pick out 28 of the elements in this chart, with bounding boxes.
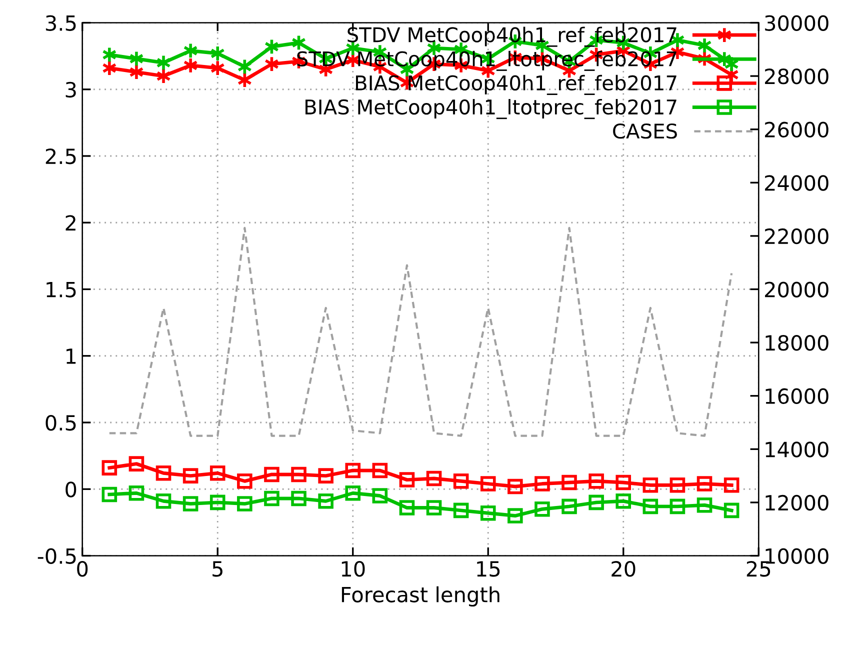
x-tick-label: 10: [342, 560, 365, 577]
y2-tick-label: 26000: [765, 122, 828, 138]
y2-tick-label: 22000: [765, 228, 828, 244]
y2-tick-label: 30000: [765, 15, 828, 31]
y-tick-label: 3: [66, 82, 76, 98]
x-tick-label: 20: [612, 560, 636, 577]
y2-tick-label: 14000: [766, 442, 828, 458]
y2-tick-label: 12000: [766, 494, 828, 511]
y2-tick-label: 18000: [766, 335, 828, 351]
y-tick-label: 1: [66, 348, 76, 364]
legend-label: CASES: [613, 123, 677, 139]
y-tick-label: 1.5: [46, 282, 76, 298]
y-tick-label: 2: [66, 215, 76, 231]
legend-label: BIAS MetCoop40h1_ltotprec_feb2017: [306, 99, 676, 120]
y2-tick-label: 28000: [765, 68, 828, 84]
x-axis-title: Forecast length: [342, 586, 500, 606]
y-tick-label: 0.5: [46, 414, 76, 431]
x-tick-label: 5: [212, 561, 222, 577]
y2-tick-label: 24000: [765, 175, 828, 191]
x-tick-label: 0: [77, 560, 88, 577]
x-tick-label: 15: [477, 561, 500, 577]
y-tick-label: 3.5: [46, 15, 76, 31]
y-tick-label: 0: [66, 482, 76, 498]
y2-tick-label: 16000: [766, 388, 828, 404]
legend-label: BIAS MetCoop40h1_ref_feb2017: [356, 74, 676, 95]
y-tick-label: -0.5: [38, 548, 76, 564]
y2-tick-label: 20000: [765, 282, 828, 298]
y-tick-label: 2.5: [46, 148, 76, 164]
